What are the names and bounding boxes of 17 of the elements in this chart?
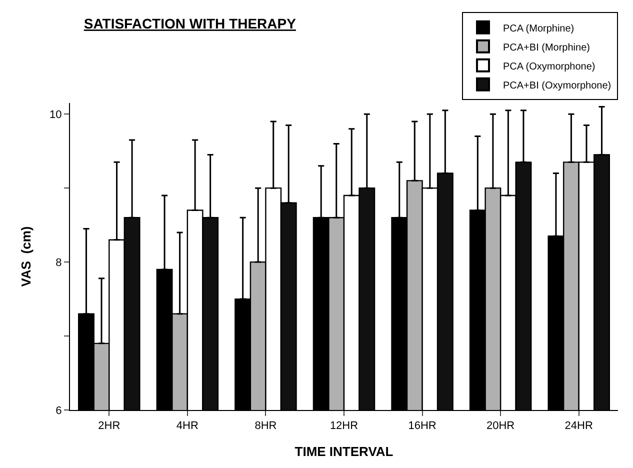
x-tick-label: 8HR [254,420,277,432]
y-axis-title: VAS (cm) [18,226,34,287]
x-tick-label: 2HR [98,420,120,432]
x-tick-label: 24HR [564,420,593,432]
legend-label: PCA (Morphine) [503,23,574,34]
y-tick-label: 10 [50,108,62,121]
x-tick-label: 20HR [486,420,515,432]
x-tick-label: 12HR [330,420,358,432]
legend-label: PCA (Oxymorphone) [503,61,596,72]
x-axis-title: TIME INTERVAL [294,444,394,459]
x-tick-label: 16HR [408,420,436,432]
chart-title: SATISFACTION WITH THERAPY [84,16,297,32]
y-tick-label: 8 [56,256,62,269]
x-tick-label: 4HR [176,420,198,432]
legend-label: PCA+BI (Morphine) [503,42,590,54]
legend-label: PCA+BI (Oxymorphone) [503,80,612,92]
y-tick-label: 6 [56,404,62,417]
